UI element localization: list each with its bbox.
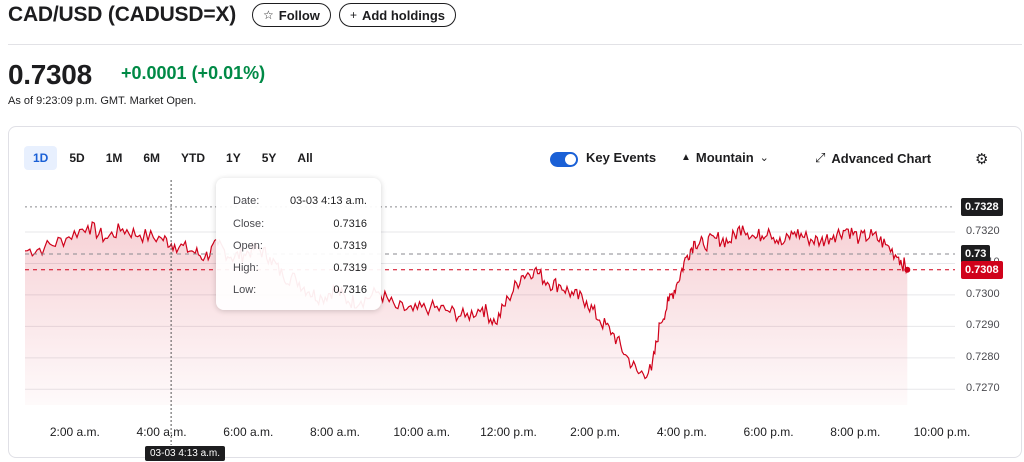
key-events-toggle[interactable] <box>550 152 578 167</box>
market-status: As of 9:23:09 p.m. GMT. Market Open. <box>8 95 197 107</box>
advanced-chart-label: Advanced Chart <box>831 150 932 166</box>
x-tick-label: 12:00 p.m. <box>480 425 537 439</box>
add-holdings-button[interactable]: + Add holdings <box>338 3 456 27</box>
chart-card <box>8 126 1022 458</box>
star-icon: ☆ <box>263 8 274 22</box>
divider <box>8 44 1022 45</box>
range-tab-all[interactable]: All <box>297 151 313 165</box>
tooltip-open-label: Open: <box>233 240 263 252</box>
tooltip-date: 03-03 4:13 a.m. <box>289 195 367 207</box>
range-tab-1m[interactable]: 1M <box>105 151 123 165</box>
follow-label: Follow <box>278 7 320 23</box>
high-ref-tag: 0.7328 <box>961 197 1003 216</box>
toggle-knob <box>565 154 576 165</box>
tooltip-low-label: Low: <box>233 284 257 296</box>
range-selector: 1D 5D 1M 6M YTD 1Y 5Y All <box>24 146 325 170</box>
follow-button[interactable]: ☆ Follow <box>252 3 331 27</box>
hover-tooltip: Date: 03-03 4:13 a.m. Close: 0.7316 Open: 0… <box>216 178 381 310</box>
range-tab-1d[interactable]: 1D <box>24 146 58 170</box>
current-price: 0.7308 <box>8 59 92 90</box>
expand-icon: ⤢ <box>815 150 826 165</box>
x-tick-label: 8:00 p.m. <box>830 425 881 439</box>
x-tick-label: 10:00 a.m. <box>393 425 451 439</box>
mountain-icon: ▲ <box>681 152 691 163</box>
add-holdings-label: Add holdings <box>361 7 445 23</box>
chevron-down-icon: ⌄ <box>759 152 769 164</box>
y-tick-label: 0.7280 <box>966 350 1000 363</box>
x-tick-label: 6:00 a.m. <box>223 425 274 439</box>
x-tick-label: 8:00 a.m. <box>309 425 361 439</box>
x-tick-label: 2:00 a.m. <box>49 425 100 439</box>
quote-header: CAD/USD (CADUSD=X) ☆ Follow + Add holdin… <box>8 2 456 28</box>
range-tab-5y[interactable]: 5Y <box>261 151 277 165</box>
mountain-label: Mountain <box>695 150 754 165</box>
x-tick-label: 4:00 p.m. <box>656 425 707 439</box>
mountain-dropdown[interactable]: ▲ Mountain ⌄ <box>681 150 769 165</box>
y-tick-label: 0.7320 <box>966 225 1000 238</box>
y-tick-label: 0.7290 <box>966 319 1000 332</box>
advanced-chart-button[interactable]: ⤢ Advanced Chart <box>815 150 931 166</box>
tooltip-high-label: High: <box>233 262 259 274</box>
range-tab-5d[interactable]: 5D <box>69 151 85 165</box>
settings-gear-icon[interactable]: ⚙ <box>975 151 989 168</box>
x-tick-label: 6:00 p.m. <box>743 425 794 439</box>
last-price-tag: 0.7308 <box>961 260 1003 279</box>
range-tab-ytd[interactable]: YTD <box>181 151 206 165</box>
tooltip-high: 0.7319 <box>333 262 367 274</box>
range-tab-1y[interactable]: 1Y <box>226 151 241 165</box>
y-tick-label: 0.7300 <box>966 287 1000 300</box>
tooltip-low: 0.7316 <box>333 284 367 296</box>
price-change: +0.0001 (+0.01%) <box>121 63 266 83</box>
plus-icon: + <box>349 8 357 22</box>
range-tab-6m[interactable]: 6M <box>143 151 161 165</box>
tooltip-close: 0.7316 <box>333 218 367 230</box>
tooltip-open: 0.7319 <box>333 240 367 252</box>
y-tick-label: 0.7270 <box>966 382 1000 395</box>
prev-close-tag: 0.73 <box>961 245 991 264</box>
tooltip-close-label: Close: <box>233 218 265 230</box>
key-events-label[interactable]: Key Events <box>586 150 657 165</box>
page-title: CAD/USD (CADUSD=X) <box>8 3 236 26</box>
tooltip-date-label: Date: <box>233 195 260 207</box>
x-tick-label: 2:00 p.m. <box>570 425 621 439</box>
x-tick-label: 4:00 a.m. <box>136 425 187 439</box>
x-tick-label: 10:00 p.m. <box>913 425 971 439</box>
crosshair-time-tag: 03-03 4:13 a.m. <box>145 446 226 461</box>
